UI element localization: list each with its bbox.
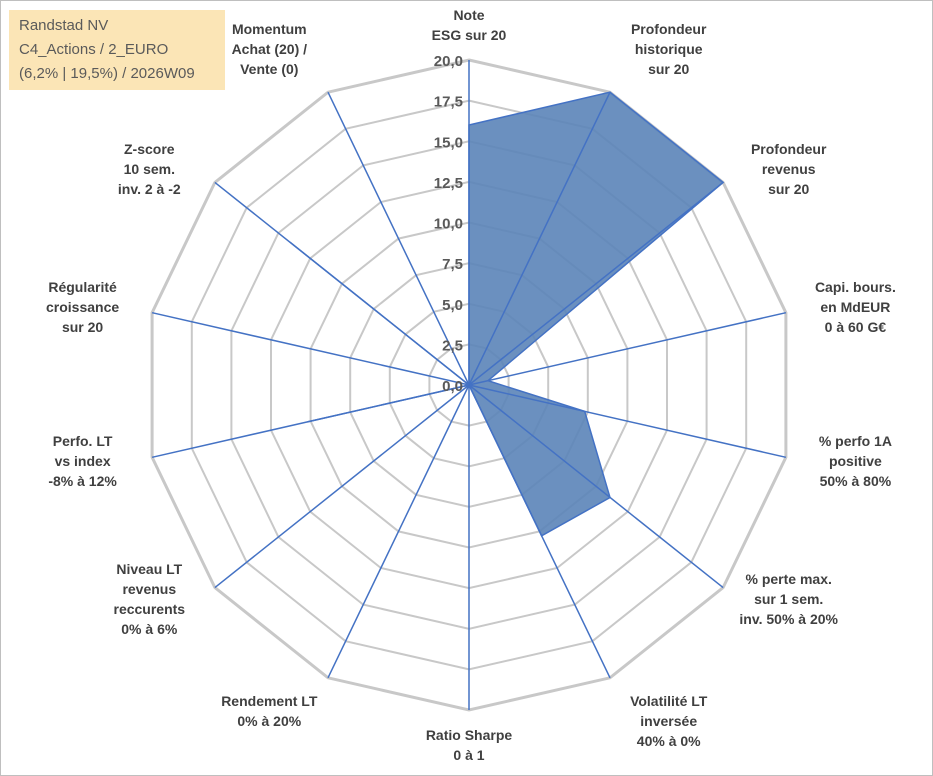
axis-label-line: revenus [762,161,816,177]
tick-label: 15,0 [434,134,463,151]
axis-label-13: Z-score 10 sem. inv. 2 à -2 [118,141,181,197]
tick-label: 20,0 [434,53,463,70]
axis-label-14: Momentum Achat (20) / Vente (0) [232,21,308,77]
spoke-14 [327,91,470,386]
axis-label-line: % perfo 1A [819,433,892,449]
info-line-category: C4_Actions / 2_EURO [19,41,169,58]
axis-label-line: Volatilité LT [630,693,708,709]
axis-label-line: revenus [122,581,176,597]
spoke-11 [151,384,470,459]
axis-label-line: Profondeur [631,21,707,37]
spoke-5 [468,384,787,459]
axis-label-line: 40% à 0% [637,733,701,749]
label-layer: Note ESG sur 20 Profondeur historique sur 20… [46,7,896,763]
axis-label-line: 0 à 1 [453,747,484,763]
axis-label-line: reccurents [114,601,186,617]
axis-label-line: 0 à 60 G€ [825,319,887,335]
axis-label-11: Perfo. LT vs index -8% à 12% [48,433,117,489]
axis-label-5: % perfo 1A positive 50% à 80% [819,433,892,489]
axis-label-3: Profondeur revenus sur 20 [751,141,827,197]
axis-label-line: Vente (0) [240,61,298,77]
series-area [289,91,725,537]
spoke-13 [214,181,470,386]
tick-label: 12,5 [434,175,463,192]
axis-label-line: 50% à 80% [820,473,892,489]
tick-label: 2,5 [442,337,463,354]
axis-label-line: Rendement LT [221,693,318,709]
axis-label-8: Ratio Sharpe 0 à 1 [426,727,513,763]
spoke-4 [468,311,787,386]
axis-label-6: % perte max. sur 1 sem. inv. 50% à 20% [739,571,838,627]
axis-label-1: Note ESG sur 20 [432,7,507,43]
axis-label-line: en MdEUR [820,299,890,315]
axis-label-line: 10 sem. [124,161,175,177]
tick-label: 7,5 [442,256,463,273]
spoke-3 [468,181,724,386]
axis-label-line: Perfo. LT [53,433,113,449]
axis-label-line: 0% à 20% [237,713,301,729]
axis-label-line: sur 1 sem. [754,591,823,607]
axis-label-line: croissance [46,299,119,315]
spoke-2 [468,91,611,386]
axis-label-10: Niveau LT revenus reccurents 0% à 6% [114,561,186,637]
info-box: Randstad NV C4_Actions / 2_EURO (6,2% | … [9,10,225,90]
axis-label-line: Capi. bours. [815,279,896,295]
info-line-stock-name: Randstad NV [19,17,109,34]
spoke-7 [468,384,611,679]
axis-label-line: sur 20 [648,61,689,77]
axis-label-line: inversée [640,713,697,729]
area-layer [289,91,725,537]
axis-label-4: Capi. bours. en MdEUR 0 à 60 G€ [815,279,896,335]
axis-label-line: sur 20 [768,181,809,197]
axis-label-line: Momentum [232,21,307,37]
axis-label-12: Régularité croissance sur 20 [46,279,119,335]
axis-label-line: Note [453,7,484,23]
info-line-stats: (6,2% | 19,5%) / 2026W09 [19,65,195,82]
tick-label: 10,0 [434,216,463,233]
tick-layer: 0,0 2,5 5,0 7,5 10,0 12,5 15,0 17,5 20,0 [434,53,463,395]
axis-label-2: Profondeur historique sur 20 [631,21,707,77]
spoke-10 [214,384,470,589]
tick-label: 0,0 [442,378,463,395]
tick-label: 5,0 [442,297,463,314]
axis-label-line: vs index [55,453,111,469]
axis-label-line: ESG sur 20 [432,27,507,43]
axis-label-line: inv. 2 à -2 [118,181,181,197]
axis-label-line: Achat (20) / [232,41,308,57]
axis-label-line: historique [635,41,703,57]
axis-label-line: -8% à 12% [48,473,117,489]
axis-label-7: Volatilité LT inversée 40% à 0% [630,693,708,749]
axis-label-line: Profondeur [751,141,827,157]
spoke-layer [151,60,787,710]
tick-label: 17,5 [434,94,463,111]
axis-label-line: Niveau LT [116,561,182,577]
axis-label-9: Rendement LT 0% à 20% [221,693,318,729]
spoke-9 [327,384,470,679]
spoke-12 [151,311,470,386]
axis-label-line: positive [829,453,882,469]
axis-label-line: sur 20 [62,319,103,335]
axis-label-line: Ratio Sharpe [426,727,513,743]
axis-label-line: Z-score [124,141,175,157]
axis-label-line: inv. 50% à 20% [739,611,838,627]
axis-label-line: % perte max. [746,571,832,587]
axis-label-line: Régularité [48,279,117,295]
spoke-6 [468,384,724,589]
axis-label-line: 0% à 6% [121,621,178,637]
